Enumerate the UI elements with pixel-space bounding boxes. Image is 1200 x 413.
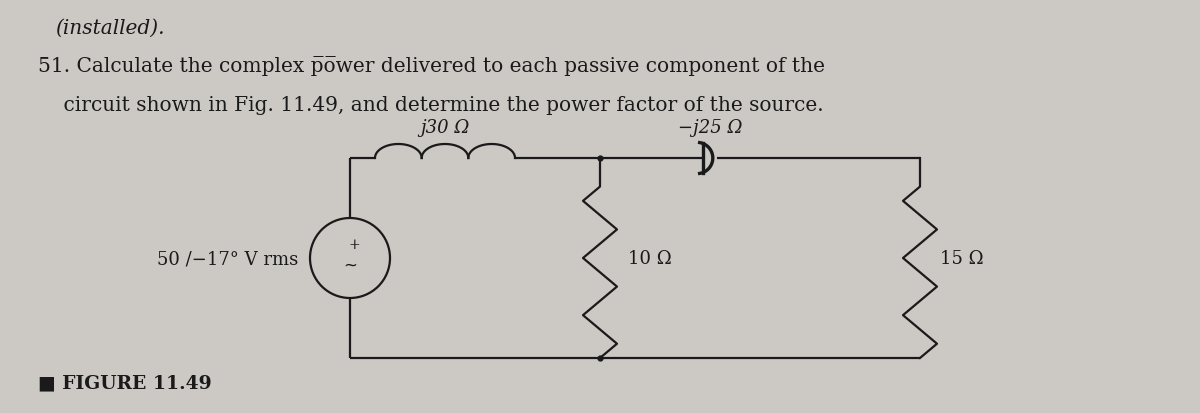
Text: −j25 Ω: −j25 Ω	[678, 119, 742, 137]
Text: 10 Ω: 10 Ω	[628, 249, 672, 267]
Text: circuit shown in Fig. 11.49, and determine the power factor of the source.: circuit shown in Fig. 11.49, and determi…	[38, 96, 823, 115]
Text: 51. Calculate the complex p̅o̅wer delivered to each passive component of the: 51. Calculate the complex p̅o̅wer delive…	[38, 56, 826, 76]
Text: +: +	[348, 237, 360, 252]
Text: j30 Ω: j30 Ω	[420, 119, 469, 137]
Text: 15 Ω: 15 Ω	[940, 249, 984, 267]
Text: ~: ~	[343, 256, 358, 274]
Text: ■ FIGURE 11.49: ■ FIGURE 11.49	[38, 373, 211, 391]
Text: 50 /−17° V rms: 50 /−17° V rms	[157, 249, 298, 267]
Text: (installed).: (installed).	[55, 19, 164, 38]
